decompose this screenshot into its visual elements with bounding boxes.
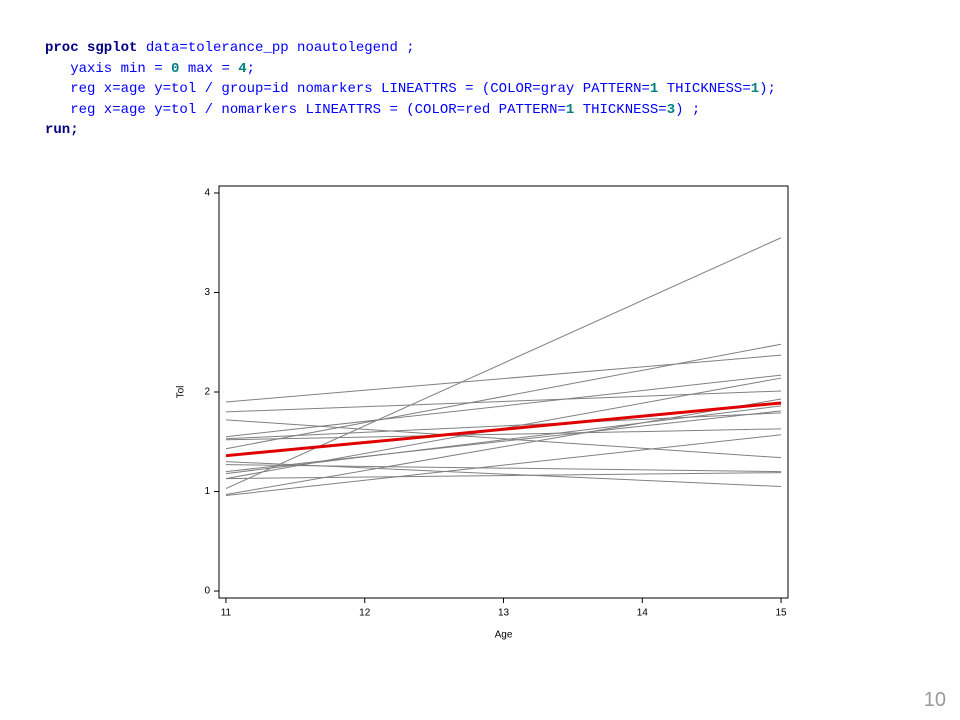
series-line xyxy=(225,419,782,459)
series-line xyxy=(225,434,782,496)
series-line xyxy=(225,410,782,473)
code-line: run; xyxy=(45,120,776,141)
code-token: run; xyxy=(45,122,79,138)
code-token: THICKNESS= xyxy=(574,101,667,118)
series-line xyxy=(225,428,782,441)
x-tick-label: 12 xyxy=(359,608,371,619)
code-token: ) ; xyxy=(675,101,701,118)
code-token: reg x=age y=tol / nomarkers LINEATTRS = … xyxy=(45,101,566,118)
y-tick-label: 2 xyxy=(204,387,210,398)
code-token: yaxis min = xyxy=(45,60,172,77)
code-token: 1 xyxy=(750,81,760,97)
code-token: reg x=age y=tol / group=id nomarkers LIN… xyxy=(45,81,650,97)
page-number: 10 xyxy=(923,689,946,711)
code-token: max = xyxy=(179,60,239,77)
code-token: 1 xyxy=(565,101,575,118)
series-line xyxy=(225,401,782,458)
x-tick-label: 14 xyxy=(637,608,649,619)
series-line xyxy=(225,343,782,450)
x-axis-label: Age xyxy=(495,630,513,641)
x-tick-label: 15 xyxy=(775,608,787,619)
y-tick-label: 4 xyxy=(204,188,210,199)
series-line xyxy=(225,398,782,495)
x-tick-label: 13 xyxy=(498,608,510,619)
x-tick-label: 11 xyxy=(221,608,232,619)
code-line: proc sgplot data=tolerance_pp noautolege… xyxy=(45,38,776,59)
series-line xyxy=(225,405,782,475)
series-line xyxy=(225,412,782,440)
series-line xyxy=(225,237,782,489)
code-token: 1 xyxy=(649,81,659,97)
series-line xyxy=(225,354,782,403)
code-token: 0 xyxy=(171,60,180,77)
y-axis-label: Tol xyxy=(176,386,187,399)
code-token: ; xyxy=(246,60,256,77)
code-token: ); xyxy=(759,81,776,97)
code-line: reg x=age y=tol / group=id nomarkers LIN… xyxy=(45,79,776,100)
code-token: proc sgplot xyxy=(45,40,138,56)
y-tick-label: 3 xyxy=(204,287,210,298)
code-token: 4 xyxy=(238,60,247,77)
series-line xyxy=(225,390,782,413)
code-line: reg x=age y=tol / nomarkers LINEATTRS = … xyxy=(45,100,776,121)
series-line xyxy=(225,472,782,480)
code-token: 3 xyxy=(666,101,676,118)
code-token: THICKNESS= xyxy=(658,81,751,97)
series-line xyxy=(225,374,782,438)
code-token: data=tolerance_pp noautolegend ; xyxy=(137,40,415,56)
code-block: proc sgplot data=tolerance_pp noautolege… xyxy=(45,38,776,141)
series-line xyxy=(225,461,782,488)
y-tick-label: 1 xyxy=(204,486,210,497)
y-tick-label: 0 xyxy=(204,586,210,597)
code-line: yaxis min = 0 max = 4; xyxy=(45,59,776,80)
